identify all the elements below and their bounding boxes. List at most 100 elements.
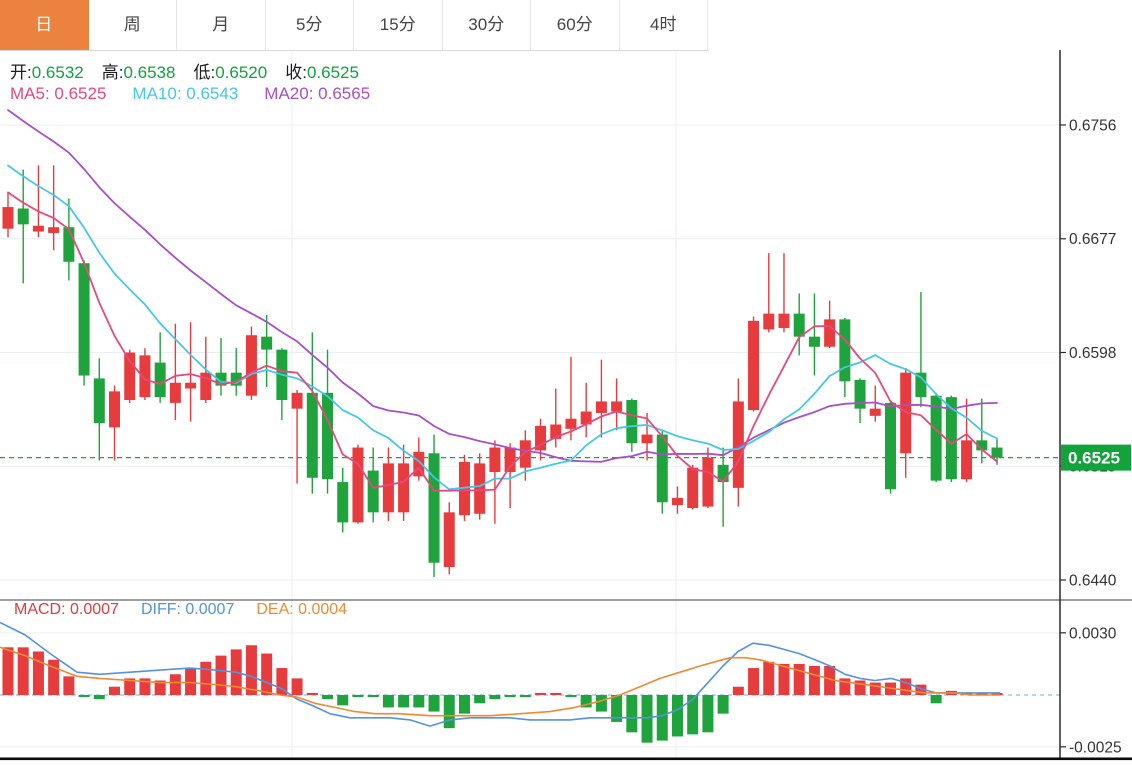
- macd-histogram-bar: [565, 695, 577, 698]
- macd-histogram-bar: [109, 686, 121, 695]
- macd-histogram-bar: [169, 674, 181, 695]
- candle-body: [215, 372, 227, 386]
- candle-body: [93, 378, 105, 424]
- candle-body: [976, 440, 988, 451]
- macd-histogram-bar: [595, 695, 607, 712]
- diff-line: [0, 621, 1000, 727]
- macd-histogram-bar: [778, 663, 790, 695]
- candle-body: [17, 208, 29, 225]
- macd-histogram-bar: [139, 678, 151, 695]
- tab-4时[interactable]: 4时: [619, 0, 708, 50]
- macd-histogram-bar: [930, 695, 942, 704]
- tab-日[interactable]: 日: [0, 0, 89, 50]
- candle-body: [428, 453, 440, 563]
- candle-body: [443, 512, 455, 568]
- last-price-badge: [1061, 444, 1131, 471]
- macd-histogram-bar: [656, 695, 668, 741]
- macd-histogram-bar: [976, 692, 988, 695]
- macd-histogram-bar: [824, 665, 836, 695]
- tab-30分[interactable]: 30分: [442, 0, 531, 50]
- macd-histogram-bar: [276, 668, 288, 695]
- macd-histogram-bar: [32, 651, 44, 695]
- y-axis-label: 0.6440: [1069, 572, 1117, 589]
- macd-histogram-bar: [48, 659, 60, 695]
- macd-histogram-bar: [535, 692, 547, 695]
- macd-histogram-bar: [915, 684, 927, 695]
- candle-body: [611, 401, 623, 412]
- macd-histogram-bar: [793, 663, 805, 695]
- candle-body: [656, 434, 668, 503]
- candle-body: [732, 401, 744, 488]
- ma20-line: [7, 109, 998, 463]
- candle-body: [671, 497, 683, 506]
- macd-histogram-bar: [306, 692, 318, 695]
- candle-body: [504, 447, 516, 473]
- macd-histogram-bar: [261, 653, 273, 695]
- candle-body: [763, 313, 775, 330]
- macd-histogram-bar: [717, 695, 729, 714]
- ma5-line: [7, 191, 998, 492]
- candle-body: [550, 424, 562, 439]
- macd-histogram-bar: [17, 647, 29, 695]
- y-axis-label: 0.0030: [1069, 625, 1117, 642]
- macd-histogram-bar: [124, 678, 136, 695]
- candle-body: [474, 463, 486, 514]
- dea-line: [0, 646, 1000, 717]
- macd-histogram-bar: [413, 695, 425, 708]
- candle-body: [808, 336, 820, 347]
- candle-body: [595, 401, 607, 413]
- macd-histogram-bar: [732, 686, 744, 695]
- candle-body: [398, 463, 410, 513]
- macd-histogram-bar: [626, 695, 638, 733]
- macd-histogram-bar: [611, 695, 623, 722]
- macd-histogram-bar: [900, 678, 912, 695]
- candle-body: [748, 320, 760, 411]
- macd-histogram-bar: [550, 692, 562, 695]
- macd-histogram-bar: [702, 695, 714, 733]
- macd-histogram-bar: [200, 661, 212, 695]
- candle-body: [702, 457, 714, 507]
- macd-histogram-bar: [519, 695, 531, 698]
- tab-60分[interactable]: 60分: [531, 0, 620, 50]
- candle-body: [961, 440, 973, 480]
- macd-histogram-bar: [580, 695, 592, 708]
- macd-histogram-bar: [854, 680, 866, 695]
- candle-body: [200, 372, 212, 401]
- tab-周[interactable]: 周: [88, 0, 177, 50]
- candle-body: [63, 227, 75, 262]
- macd-histogram-bar: [215, 655, 227, 695]
- macd-histogram-bar: [367, 695, 379, 698]
- y-axis-label: 0.6598: [1069, 345, 1116, 362]
- macd-histogram-bar: [991, 692, 1003, 695]
- macd-histogram-bar: [474, 695, 486, 704]
- candle-body: [580, 411, 592, 425]
- macd-histogram-bar: [428, 695, 440, 712]
- macd-histogram-bar: [382, 695, 394, 708]
- macd-histogram-bar: [245, 645, 257, 695]
- tab-月[interactable]: 月: [177, 0, 266, 50]
- candle-body: [519, 440, 531, 468]
- macd-histogram-bar: [63, 676, 75, 695]
- candle-body: [154, 362, 166, 398]
- macd-histogram-bar: [687, 695, 699, 735]
- candle-body: [641, 434, 653, 444]
- tab-15分[interactable]: 15分: [354, 0, 443, 50]
- macd-histogram-bar: [291, 678, 303, 695]
- macd-histogram-bar: [337, 695, 349, 706]
- macd-histogram-bar: [671, 695, 683, 737]
- candle-body: [915, 372, 927, 398]
- macd-histogram-bar: [489, 695, 501, 700]
- candle-body: [139, 355, 151, 398]
- macd-histogram-bar: [504, 695, 516, 698]
- candle-body: [322, 392, 334, 480]
- candle-body: [884, 402, 896, 490]
- candle-body: [824, 319, 836, 347]
- macd-histogram-bar: [398, 695, 410, 708]
- candle-body: [291, 392, 303, 409]
- candle-body: [839, 319, 851, 382]
- y-axis-label: 0.6756: [1069, 118, 1116, 135]
- macd-histogram-bar: [869, 682, 881, 695]
- tab-5分[interactable]: 5分: [265, 0, 354, 50]
- last-price-badge-text: 0.6525: [1068, 449, 1120, 468]
- kline-chart-canvas[interactable]: 0.67560.66770.65980.65190.64400.0030-0.0…: [0, 50, 1132, 766]
